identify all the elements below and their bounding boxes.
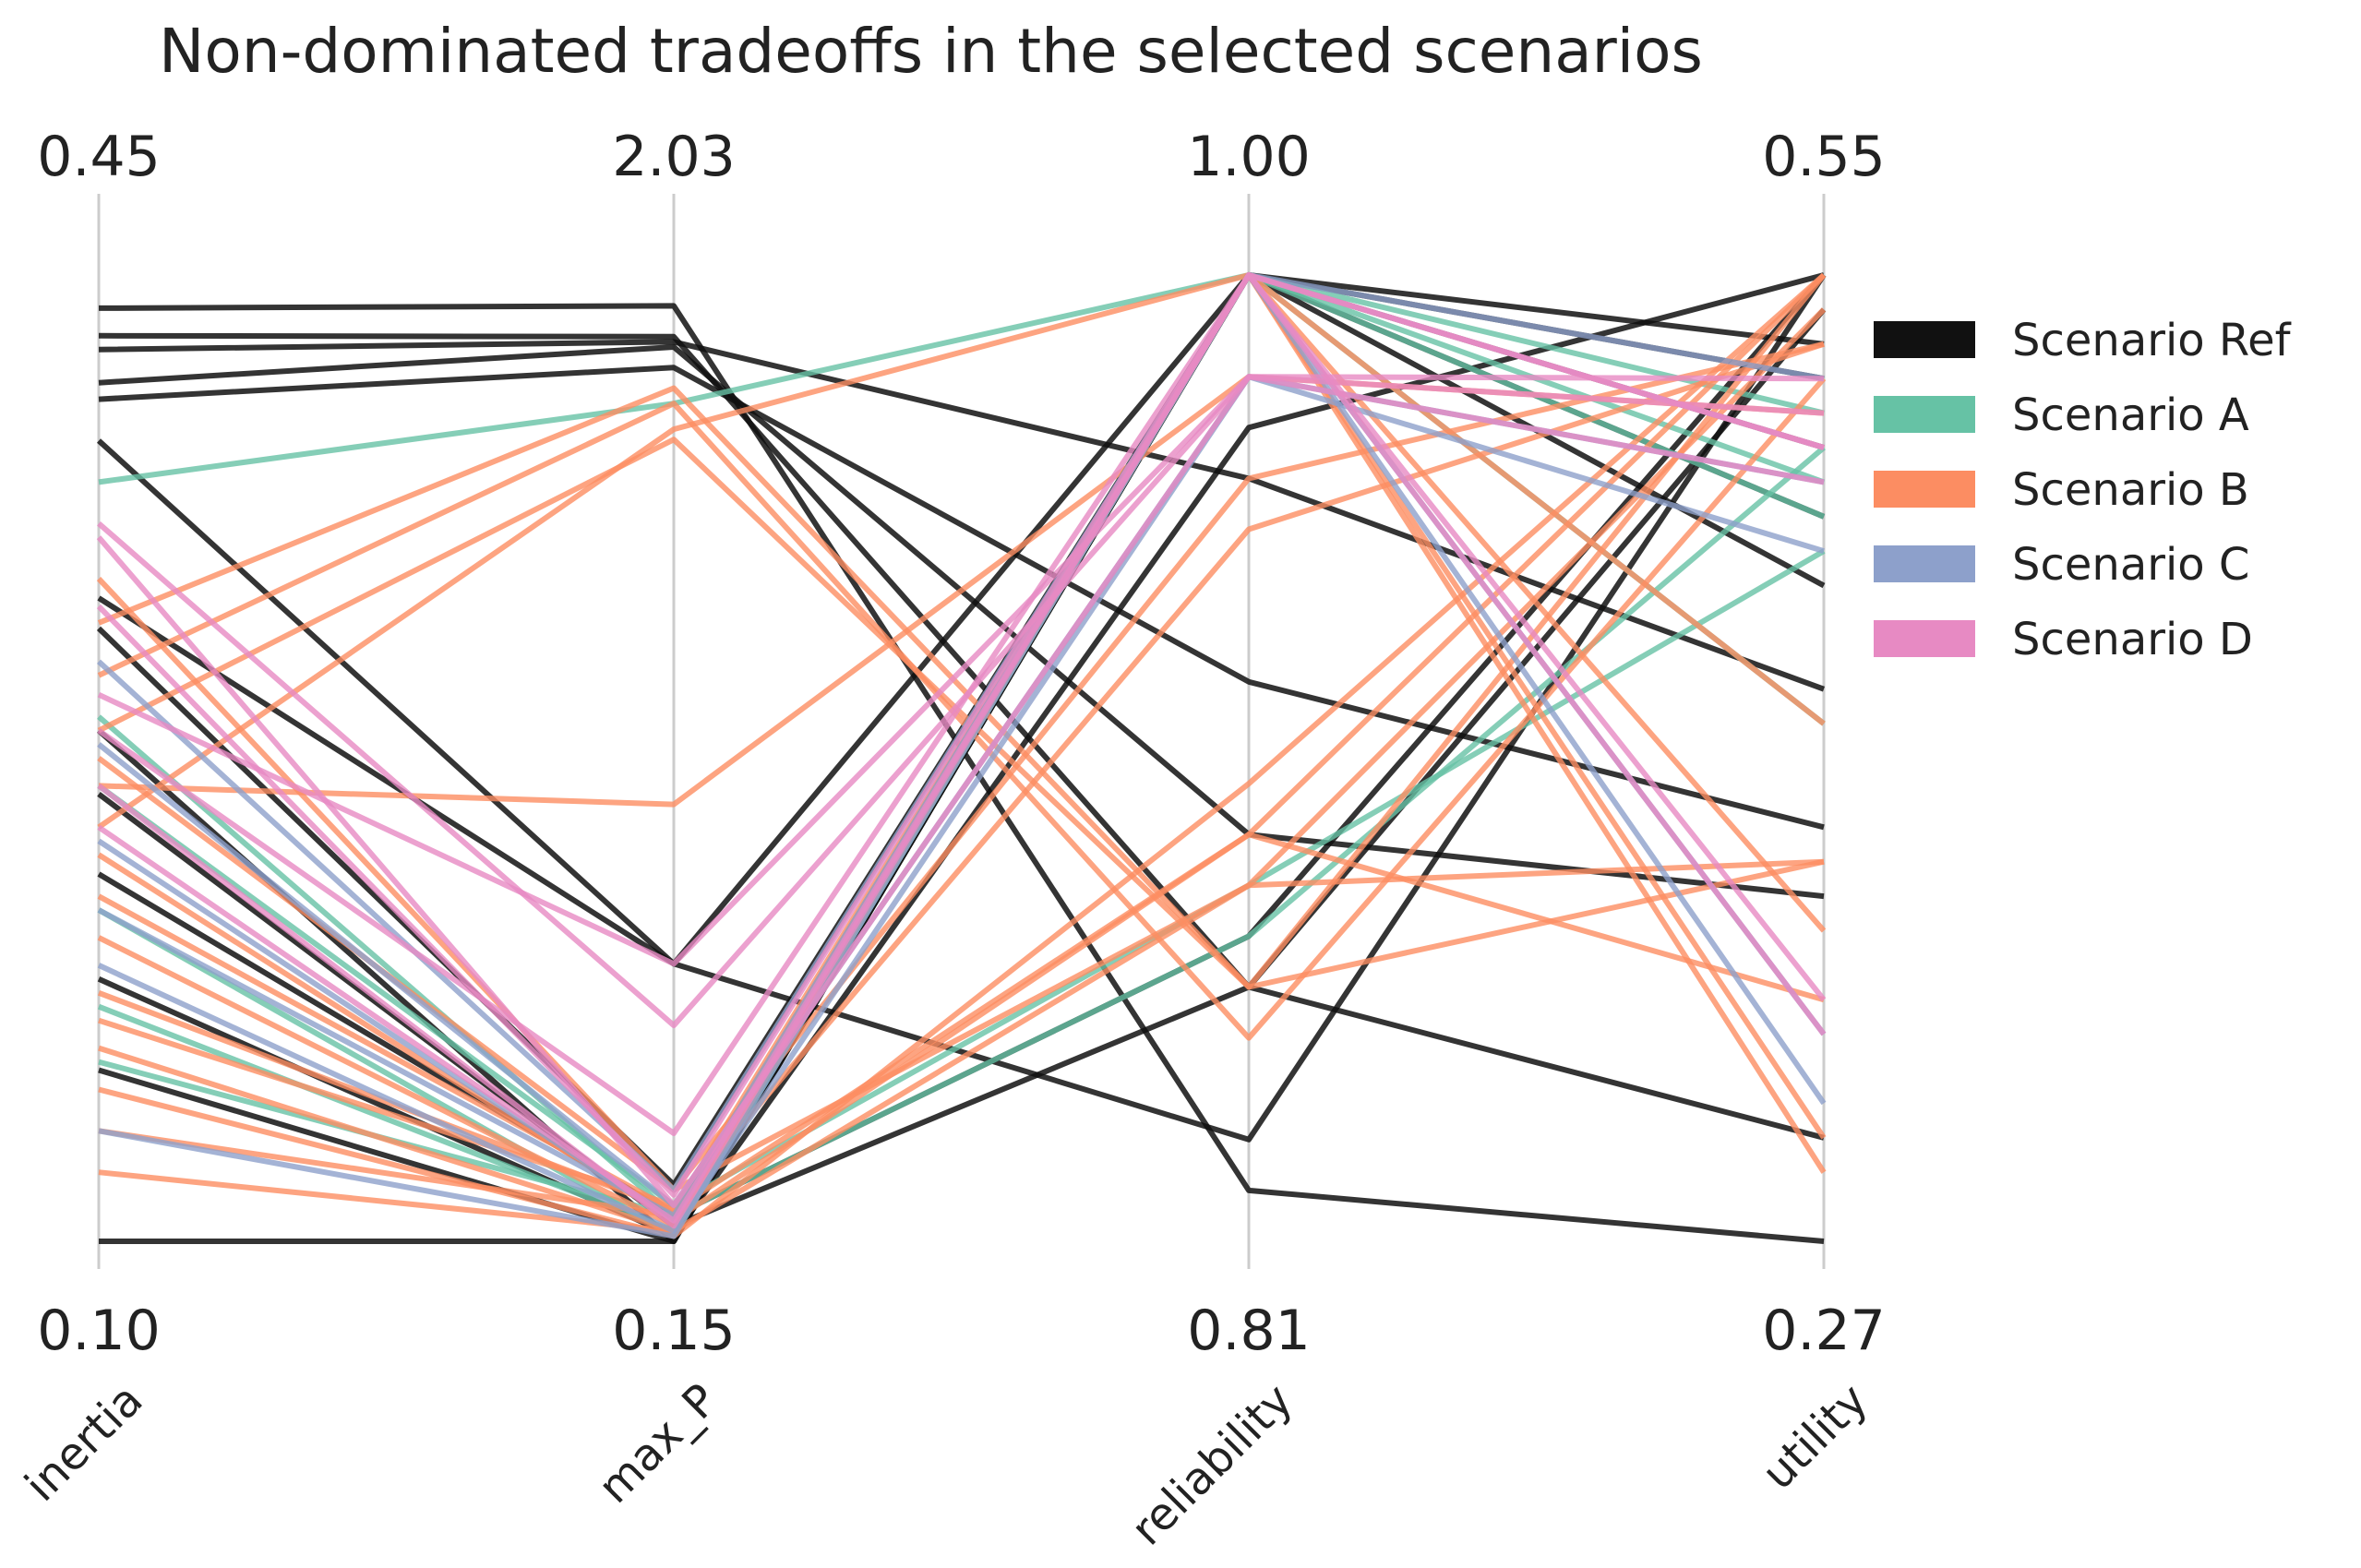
axis-max-label: 1.00 <box>1187 125 1311 189</box>
series-line <box>98 858 1825 1234</box>
chart-title: Non-dominated tradeoffs in the selected … <box>159 16 1703 87</box>
series-line <box>98 339 1826 692</box>
series-scenario-d <box>96 272 1827 1229</box>
axis-max-label: 0.45 <box>37 125 161 189</box>
legend-swatch <box>1874 471 1975 508</box>
series-line <box>98 365 1825 831</box>
legend-swatch <box>1874 396 1975 433</box>
legend-swatch <box>1874 545 1975 582</box>
axis-name-label: reliability <box>1121 1374 1303 1556</box>
series-line <box>97 272 1827 1136</box>
legend-label: Scenario D <box>2012 614 2253 665</box>
axis-name-label: max_P <box>588 1374 727 1514</box>
series-line <box>97 272 1827 1224</box>
series-line <box>97 272 1827 1214</box>
legend-swatch <box>1874 620 1975 657</box>
series-line <box>97 273 1827 990</box>
series-line <box>97 832 1825 1224</box>
legend-label: Scenario Ref <box>2012 315 2292 366</box>
axis-min-label: 0.10 <box>37 1299 161 1363</box>
axis-min-label: 0.15 <box>612 1299 736 1363</box>
series-line <box>97 374 1825 967</box>
series-line <box>96 341 1825 1193</box>
axis-min-label: 0.81 <box>1187 1299 1311 1363</box>
axis-name-label: utility <box>1752 1374 1877 1500</box>
axis-min-label: 0.27 <box>1762 1299 1886 1363</box>
series-line <box>96 374 1825 1208</box>
legend-label: Scenario A <box>2012 389 2249 441</box>
legend-label: Scenario C <box>2012 539 2249 591</box>
series-line <box>98 272 1826 1239</box>
axis-name-label: inertia <box>16 1374 153 1512</box>
series-lines-layer <box>96 272 1827 1244</box>
legend-label: Scenario B <box>2012 464 2249 516</box>
series-line <box>98 341 1825 1208</box>
axis-max-label: 0.55 <box>1762 125 1886 189</box>
series-line <box>97 548 1826 1208</box>
series-line <box>97 385 1825 990</box>
series-line <box>97 307 1827 1229</box>
legend-swatch <box>1874 321 1975 358</box>
axis-max-label: 2.03 <box>612 125 736 189</box>
legend: Scenario Ref Scenario A Scenario B Scenario… <box>1874 315 2292 665</box>
series-line <box>98 332 1825 1141</box>
